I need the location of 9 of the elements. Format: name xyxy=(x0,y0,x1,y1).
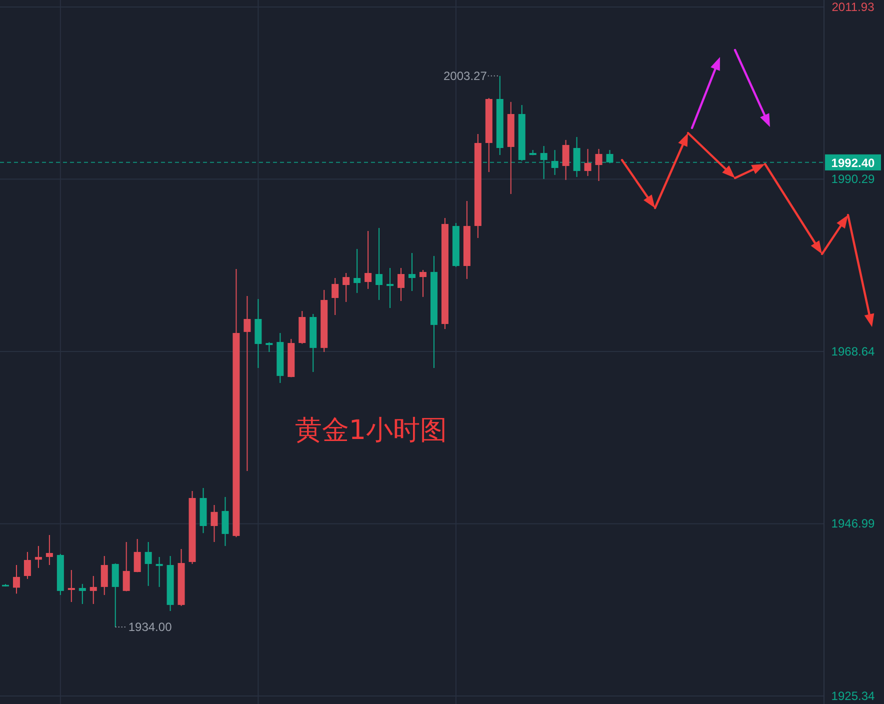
annotation: 1934.00 xyxy=(128,620,172,634)
y-tick-label: 1990.29 xyxy=(831,172,876,186)
y-tick-label: 2011.93 xyxy=(832,0,875,14)
annotation: 黄金1小时图 xyxy=(294,415,448,446)
annotation: 2003.27 xyxy=(444,68,488,83)
y-tick-label: 1946.99 xyxy=(831,516,876,531)
y-tick-label: 1968.64 xyxy=(831,344,876,358)
y-tick-label: 1925.34 xyxy=(831,688,876,703)
ref-line-label: 1992.40 xyxy=(831,156,876,170)
